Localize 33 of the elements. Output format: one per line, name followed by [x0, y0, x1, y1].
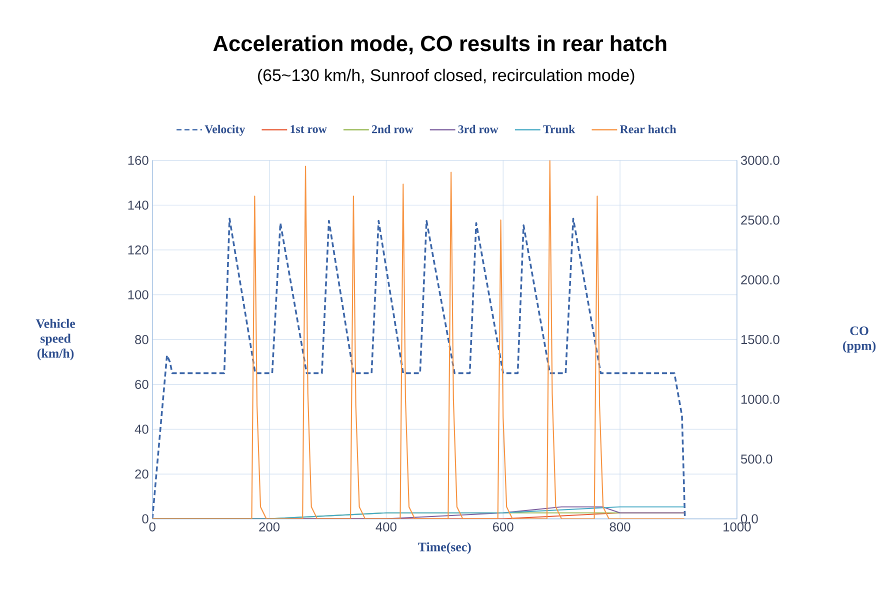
legend-label: Trunk — [543, 124, 576, 134]
y2-axis-title: CO (ppm) — [843, 326, 876, 352]
y-axis-title: Vehicle speed (km/h) — [36, 318, 76, 360]
y-tick-label: 80 — [135, 334, 148, 344]
y-tick-label: 120 — [128, 245, 148, 254]
x-tick-label: 400 — [376, 522, 396, 532]
y-tick-label: 20 — [135, 469, 148, 478]
x-axis-title: Time(sec) — [418, 542, 471, 554]
legend-label: 3rd row — [458, 124, 498, 134]
x-tick-label: 600 — [493, 522, 514, 532]
y2-tick-label: 0.0 — [740, 514, 758, 524]
x-tick-label: 1000 — [724, 522, 751, 532]
y-tick-label: 160 — [128, 156, 148, 165]
x-tick-label: 200 — [259, 522, 280, 532]
y-tick-label: 140 — [128, 200, 148, 210]
y2-tick-label: 500.0 — [740, 454, 772, 464]
y2-tick-label: 1500.0 — [741, 334, 780, 344]
y-tick-label: 0 — [142, 514, 148, 524]
chart-title: Acceleration mode, CO results in rear hatch — [213, 34, 666, 54]
legend-label: 2nd row — [372, 124, 414, 134]
y-tick-label: 100 — [128, 290, 148, 300]
y2-tick-label: 2500.0 — [741, 215, 780, 224]
x-tick-label: 0 — [149, 522, 156, 532]
y2-tick-label: 3000.0 — [740, 156, 780, 165]
legend-label: 1st row — [290, 124, 327, 133]
y-tick-label: 60 — [135, 380, 148, 389]
legend-label: Rear hatch — [620, 124, 676, 134]
y-tick-label: 40 — [134, 424, 148, 434]
chart-subtitle: (65~130 km/h, Sunroof closed, recirculation mode) — [258, 68, 634, 84]
x-tick-label: 800 — [610, 522, 630, 532]
legend-label: Velocity — [204, 124, 246, 136]
y2-tick-label: 1000.0 — [741, 394, 780, 404]
y2-tick-label: 2000.0 — [741, 275, 780, 284]
